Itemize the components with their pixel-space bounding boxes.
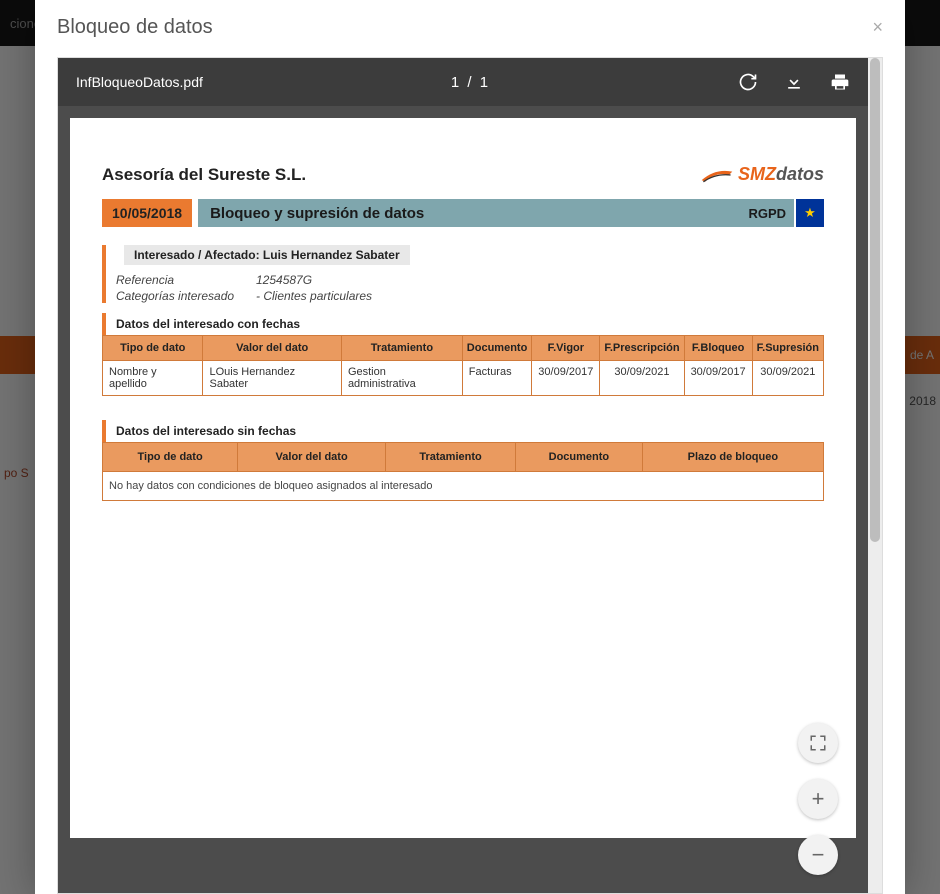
- categorias-label: Categorías interesado: [116, 289, 256, 303]
- pdf-viewer: InfBloqueoDatos.pdf 1 / 1: [57, 57, 883, 894]
- section-sin-fechas: Datos del interesado sin fechas: [102, 420, 824, 442]
- table-con-fechas: Tipo de dato Valor del dato Tratamiento …: [102, 335, 824, 396]
- modal-dialog: Bloqueo de datos × InfBloqueoDatos.pdf 1…: [35, 0, 905, 894]
- th: Tratamiento: [386, 443, 516, 472]
- scrollbar[interactable]: [868, 58, 882, 893]
- brand-logo: SMZdatos: [700, 164, 824, 185]
- th: Tratamiento: [341, 336, 462, 361]
- pdf-page: Asesoría del Sureste S.L. SMZdatos 10/05…: [70, 118, 856, 838]
- th: Documento: [462, 336, 532, 361]
- report-date: 10/05/2018: [102, 199, 192, 227]
- pdf-filename: InfBloqueoDatos.pdf: [76, 74, 203, 90]
- section-title: Datos del interesado con fechas: [116, 313, 824, 335]
- th: Plazo de bloqueo: [642, 443, 823, 472]
- report-title: Bloqueo y supresión de datos: [198, 199, 740, 227]
- zoom-in-button[interactable]: +: [798, 779, 838, 819]
- interesado-header: Interesado / Afectado: Luis Hernandez Sa…: [124, 245, 410, 265]
- modal-header: Bloqueo de datos ×: [35, 0, 905, 51]
- section-title: Datos del interesado sin fechas: [116, 420, 824, 442]
- eu-flag-icon: ★: [796, 199, 824, 227]
- th: Tipo de dato: [103, 336, 203, 361]
- th: F.Bloqueo: [684, 336, 752, 361]
- modal-backdrop: Bloqueo de datos × InfBloqueoDatos.pdf 1…: [0, 0, 940, 894]
- th: F.Prescripción: [600, 336, 684, 361]
- download-icon[interactable]: [784, 72, 804, 92]
- modal-title: Bloqueo de datos: [57, 16, 213, 39]
- th: Documento: [516, 443, 643, 472]
- swoosh-icon: [700, 166, 734, 184]
- th: F.Supresión: [752, 336, 823, 361]
- table-row: Nombre y apellido LOuis Hernandez Sabate…: [103, 361, 824, 396]
- section-con-fechas: Datos del interesado con fechas: [102, 313, 824, 335]
- zoom-out-button[interactable]: −: [798, 835, 838, 875]
- pdf-page-indicator: 1 / 1: [203, 74, 738, 91]
- interesado-section: Interesado / Afectado: Luis Hernandez Sa…: [102, 245, 824, 303]
- rgpd-badge: RGPD: [740, 199, 794, 227]
- print-icon[interactable]: [830, 72, 850, 92]
- scroll-thumb[interactable]: [870, 58, 880, 542]
- fit-page-button[interactable]: [798, 723, 838, 763]
- th: F.Vigor: [532, 336, 600, 361]
- th: Valor del dato: [238, 443, 386, 472]
- th: Valor del dato: [203, 336, 341, 361]
- close-icon[interactable]: ×: [872, 17, 883, 38]
- pdf-float-controls: + −: [798, 723, 838, 875]
- report-banner: 10/05/2018 Bloqueo y supresión de datos …: [102, 199, 824, 227]
- th: Tipo de dato: [103, 443, 238, 472]
- table-sin-fechas: Tipo de dato Valor del dato Tratamiento …: [102, 442, 824, 501]
- pdf-toolbar: InfBloqueoDatos.pdf 1 / 1: [58, 58, 868, 106]
- referencia-value: 1254587G: [256, 273, 312, 287]
- pdf-body[interactable]: Asesoría del Sureste S.L. SMZdatos 10/05…: [58, 106, 868, 893]
- empty-row: No hay datos con condiciones de bloqueo …: [103, 472, 824, 501]
- rotate-icon[interactable]: [738, 72, 758, 92]
- categorias-value: - Clientes particulares: [256, 289, 372, 303]
- company-name: Asesoría del Sureste S.L.: [102, 165, 306, 185]
- referencia-label: Referencia: [116, 273, 256, 287]
